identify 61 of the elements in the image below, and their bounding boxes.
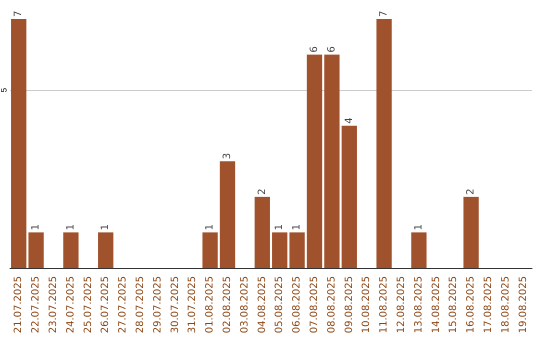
- x-tick-label: 08.08.2025: [326, 276, 338, 334]
- data-label: 1: [413, 224, 424, 230]
- x-tick-label: 11.08.2025: [378, 276, 390, 334]
- data-label: 7: [378, 10, 390, 17]
- data-label: 2: [256, 188, 268, 195]
- data-label: 4: [344, 117, 355, 124]
- x-tick-label: 12.08.2025: [396, 276, 407, 334]
- x-tick-label: 25.07.2025: [82, 276, 94, 334]
- bar: [254, 196, 270, 268]
- x-tick-label: 28.07.2025: [135, 276, 146, 334]
- x-tick-label: 26.07.2025: [100, 276, 112, 334]
- x-tick-label: 04.08.2025: [256, 276, 268, 334]
- x-tick-label: 29.07.2025: [152, 276, 164, 334]
- x-tick-label: 05.08.2025: [274, 276, 286, 334]
- data-label: 1: [292, 224, 303, 230]
- x-tick-label: 09.08.2025: [344, 276, 355, 334]
- data-label: 1: [100, 224, 112, 230]
- x-tick-label: 03.08.2025: [239, 276, 250, 334]
- data-label: 7: [13, 10, 24, 17]
- x-tick-label: 21.07.2025: [13, 276, 24, 334]
- x-tick-label: 01.08.2025: [204, 276, 216, 334]
- x-tick-label: 16.08.2025: [466, 276, 477, 334]
- data-label: 1: [65, 224, 76, 230]
- x-tick-label: 17.08.2025: [483, 276, 494, 334]
- x-tick-label: 18.08.2025: [500, 276, 512, 334]
- x-tick-label: 19.08.2025: [518, 276, 529, 334]
- bar: [411, 232, 427, 268]
- bar: [63, 232, 79, 268]
- x-tick-label: 27.07.2025: [118, 276, 129, 334]
- bar: [220, 161, 236, 268]
- bar: [376, 19, 392, 268]
- x-tick-label: 23.07.2025: [48, 276, 59, 334]
- x-tick-label: 22.07.2025: [30, 276, 42, 334]
- x-tick-label: 14.08.2025: [430, 276, 442, 334]
- bar: [306, 54, 322, 268]
- x-tick-label: 15.08.2025: [448, 276, 460, 334]
- x-tick-label: 30.07.2025: [170, 276, 181, 334]
- bar: [11, 19, 26, 268]
- data-label: 3: [222, 152, 233, 160]
- bar: [463, 196, 479, 268]
- data-label: 1: [204, 224, 216, 230]
- bar: [342, 126, 357, 268]
- x-tick-label: 02.08.2025: [222, 276, 233, 334]
- data-label: 6: [326, 46, 338, 53]
- bar: [289, 232, 305, 268]
- x-tick-label: 06.08.2025: [292, 276, 303, 334]
- x-tick-label: 10.08.2025: [361, 276, 372, 334]
- x-tick-label: 13.08.2025: [413, 276, 424, 334]
- y-tick-label: 5: [0, 87, 8, 92]
- bar: [202, 232, 218, 268]
- x-tick-label: 07.08.2025: [309, 276, 320, 334]
- data-label: 1: [30, 224, 42, 230]
- bar: [272, 232, 288, 268]
- data-label: 6: [309, 46, 320, 53]
- bar: [98, 232, 114, 268]
- bar: [28, 232, 44, 268]
- bar: [324, 54, 340, 268]
- x-tick-label: 31.07.2025: [187, 276, 198, 334]
- data-label: 2: [466, 188, 477, 195]
- data-label: 1: [274, 224, 286, 230]
- x-tick-label: 24.07.2025: [65, 276, 76, 334]
